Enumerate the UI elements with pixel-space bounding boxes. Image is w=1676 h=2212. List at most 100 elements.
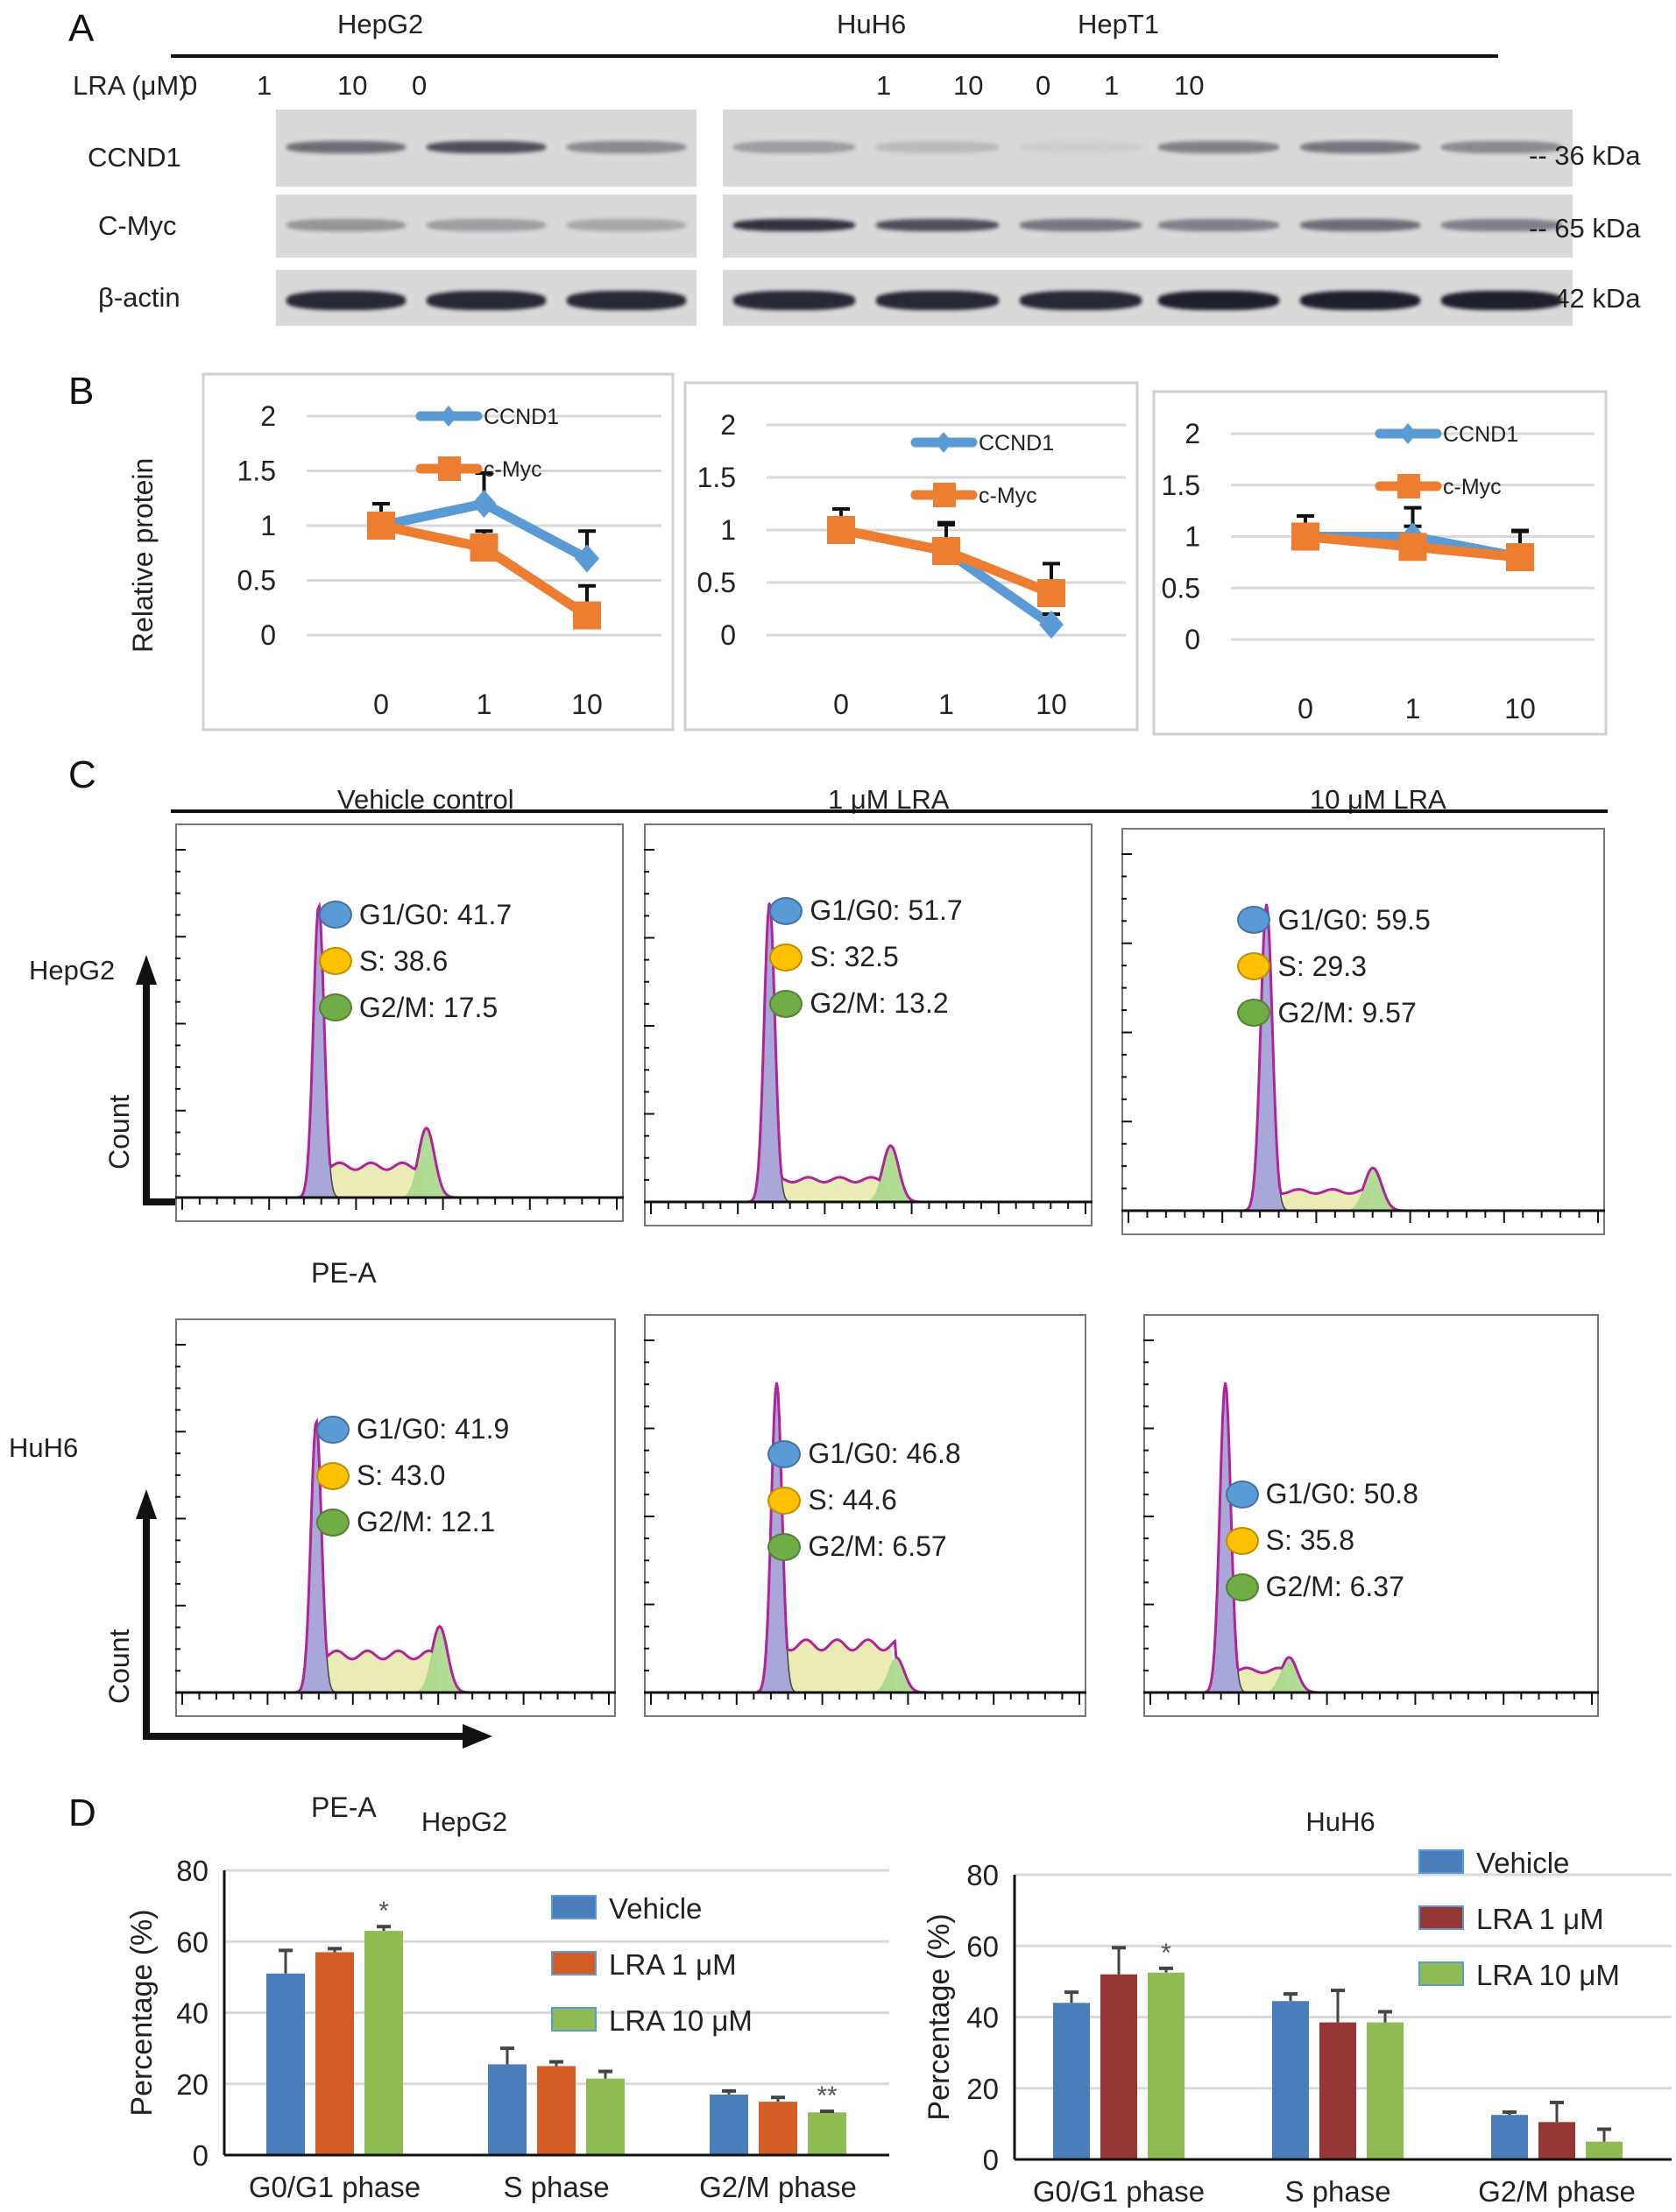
blot-band (286, 141, 406, 153)
s-phase-area (318, 1163, 427, 1198)
blot-band (1299, 219, 1421, 231)
row-label-huh6: HuH6 (9, 1432, 79, 1463)
data-point-c-myc (1037, 579, 1065, 607)
bar-0-1 (315, 1952, 354, 2155)
y-tick-label: 20 (966, 2073, 999, 2105)
phase-value-g1: G1/G0: 50.8 (1265, 1478, 1418, 1510)
y-tick-label: 1.5 (1162, 470, 1200, 501)
histogram-frame (1121, 828, 1605, 1235)
legend-label: LRA 1 μM (609, 1948, 737, 1981)
y-tick-label: 2 (720, 409, 736, 441)
phase-dot-s (315, 1461, 350, 1490)
blot-huh6-ccnd1 (723, 110, 1152, 187)
phase-value-g2: G2/M: 6.57 (808, 1530, 947, 1563)
blot-band (427, 141, 546, 153)
phase-legend-row-g2: G2/M: 6.57 (767, 1530, 960, 1563)
phase-legend: G1/G0: 41.7 S: 38.6 G2/M: 17.5 (318, 899, 512, 1038)
blot-band (1441, 219, 1562, 231)
x-tick-label: 1 (477, 689, 492, 720)
phase-value-g2: G2/M: 9.57 (1277, 996, 1417, 1028)
condition-rule (171, 809, 1608, 813)
blot-huh6-cmyc (723, 194, 1152, 258)
histogram-hepg2-1 (644, 823, 1093, 1226)
x-tick-label: 10 (1504, 693, 1536, 724)
phase-legend-row-g2: G2/M: 13.2 (769, 987, 962, 1020)
phase-value-g1: G1/G0: 41.9 (356, 1413, 510, 1445)
x-tick-label: G0/G1 phase (1033, 2175, 1205, 2208)
blot-band (1441, 141, 1562, 153)
bar-0-2 (364, 1931, 403, 2155)
y-tick-label: 0 (983, 2144, 999, 2176)
significance-marker: ** (817, 2081, 838, 2110)
legend-swatch (551, 2007, 597, 2032)
y-axis-arrowhead (136, 955, 157, 985)
dose-label: LRA (μM) (73, 70, 188, 101)
data-point-ccnd1 (575, 544, 599, 573)
dose-hept1-1: 1 (1104, 70, 1120, 101)
data-point-c-myc (932, 537, 960, 565)
g2-peak-area (400, 1127, 454, 1198)
y-tick-label: 1.5 (237, 456, 276, 487)
phase-dot-s (767, 1486, 802, 1515)
legend-swatch (551, 1895, 597, 1919)
row-label-hepg2: HepG2 (29, 955, 116, 986)
histogram-hepg2-0 (175, 823, 624, 1222)
significance-marker: * (378, 1897, 389, 1926)
legend-marker (1399, 423, 1417, 444)
phase-dot-g2 (1237, 999, 1271, 1027)
y-tick-label: 0 (1185, 624, 1200, 655)
x-tick-label: G2/M phase (1478, 2175, 1636, 2208)
marker-36kda: -- 36 kDa (1529, 140, 1641, 171)
blot-band (427, 291, 546, 310)
line-chart-hept1: 0 0.5 1 1.5 2 0 1 10 CCND1 c-Myc (1152, 390, 1608, 736)
phase-legend: G1/G0: 46.8 S: 44.6 G2/M: 6.57 (767, 1438, 961, 1577)
legend-marker (933, 483, 956, 507)
y-axis-label-relative-protein: Relative protein (127, 457, 159, 653)
data-point-c-myc (470, 534, 499, 562)
phase-legend-row-s: S: 43.0 (315, 1459, 509, 1492)
bar-2-2 (808, 2112, 846, 2155)
phase-legend-row-s: S: 38.6 (318, 945, 512, 978)
bar-1-0 (488, 2064, 527, 2155)
phase-legend-row-g1: G1/G0: 41.7 (318, 899, 512, 931)
phase-legend-row-s: S: 44.6 (767, 1484, 960, 1516)
x-tick-label: G2/M phase (699, 2171, 857, 2203)
blot-band (567, 219, 686, 231)
blot-band (1019, 141, 1142, 153)
phase-dot-s (318, 947, 352, 975)
phase-legend-row-g2: G2/M: 12.1 (315, 1506, 509, 1538)
phase-dot-g2 (318, 993, 352, 1021)
y-tick-label: 80 (966, 1859, 999, 1891)
y-tick-label: 0.5 (237, 565, 276, 597)
g2-peak-area (863, 1145, 918, 1202)
cell-line-huh6: HuH6 (837, 9, 907, 39)
panel-letter-d: D (68, 1792, 96, 1834)
line-chart-hepg2: 0 0.5 1 1.5 2 0 1 10 CCND1 c-Myc (202, 372, 675, 731)
data-point-c-myc (367, 512, 395, 540)
phase-value-g2: G2/M: 6.37 (1265, 1571, 1404, 1603)
chart-title: HuH6 (1305, 1806, 1375, 1837)
blot-band (1299, 291, 1421, 310)
blot-band (1158, 219, 1279, 231)
phase-value-g1: G1/G0: 59.5 (1277, 903, 1431, 936)
blot-band (567, 291, 686, 310)
phase-dot-s (769, 943, 803, 972)
chart-title: HepG2 (421, 1806, 507, 1837)
panel-letter-a: A (68, 7, 95, 50)
phase-dot-g1 (318, 901, 352, 929)
legend-label: CCND1 (1443, 422, 1518, 447)
marker-42kda: -- 42 kDa (1529, 283, 1641, 314)
legend-swatch (1418, 1849, 1464, 1874)
s-phase-area (315, 1650, 440, 1693)
phase-value-g1: G1/G0: 46.8 (808, 1438, 961, 1470)
data-point-c-myc (1291, 522, 1319, 551)
blot-band (876, 219, 999, 231)
legend-label: CCND1 (484, 405, 559, 429)
phase-value-g1: G1/G0: 51.7 (810, 894, 963, 927)
x-tick-label: 1 (1405, 693, 1421, 724)
y-tick-label: 1 (260, 510, 276, 541)
blot-hept1-ccnd1 (1148, 110, 1573, 187)
phase-legend: G1/G0: 41.9 S: 43.0 G2/M: 12.1 (315, 1413, 510, 1552)
y-tick-label: 40 (176, 1997, 209, 2030)
dose-hepg2-0: 0 (182, 70, 198, 101)
